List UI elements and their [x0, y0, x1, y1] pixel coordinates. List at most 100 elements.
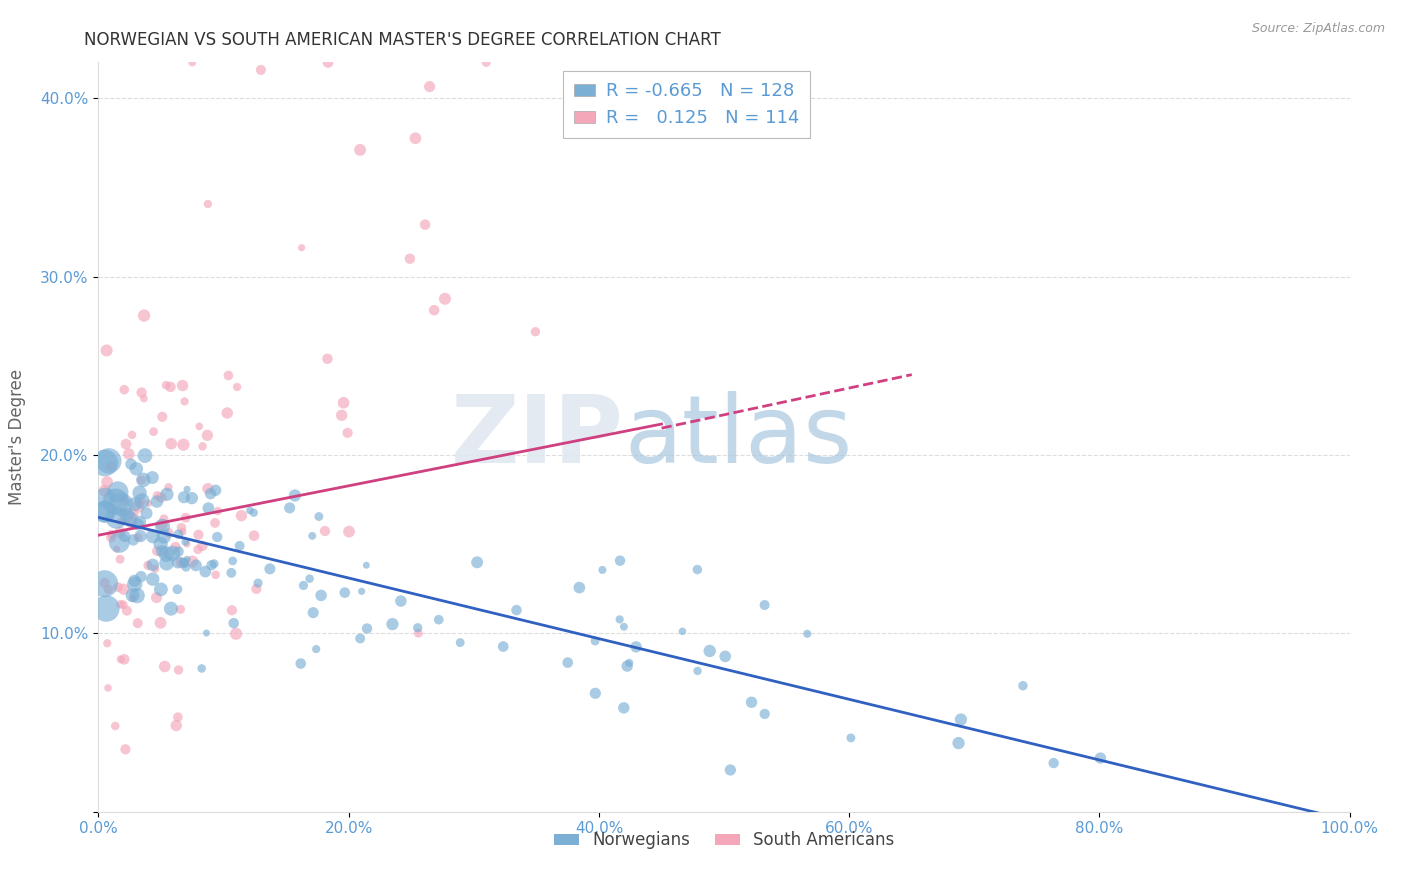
Point: [247, 576, 270, 591]
Point: [131, 473, 153, 487]
Point: [207, 504, 229, 518]
Point: [231, 508, 253, 523]
Point: [160, 601, 183, 615]
Point: [129, 515, 152, 529]
Point: [160, 436, 183, 450]
Point: [128, 500, 150, 514]
Point: [127, 531, 149, 545]
Point: [381, 617, 404, 632]
Point: [100, 501, 122, 516]
Point: [146, 544, 169, 558]
Point: [104, 494, 127, 508]
Point: [93, 505, 115, 519]
Text: NORWEGIAN VS SOUTH AMERICAN MASTER'S DEGREE CORRELATION CHART: NORWEGIAN VS SOUTH AMERICAN MASTER'S DEG…: [84, 31, 721, 49]
Text: ZIP: ZIP: [451, 391, 624, 483]
Point: [225, 626, 247, 640]
Point: [105, 542, 128, 557]
Point: [112, 383, 135, 397]
Point: [162, 546, 184, 560]
Point: [217, 368, 239, 383]
Point: [173, 556, 195, 570]
Point: [131, 494, 153, 508]
Point: [624, 640, 647, 654]
Point: [132, 473, 155, 487]
Point: [167, 710, 190, 724]
Point: [222, 616, 245, 631]
Point: [316, 351, 339, 366]
Point: [94, 491, 117, 505]
Point: [616, 659, 638, 673]
Point: [96, 636, 118, 650]
Point: [305, 642, 328, 657]
Point: [609, 612, 631, 626]
Point: [118, 447, 141, 461]
Point: [93, 504, 115, 518]
Point: [239, 503, 262, 517]
Point: [121, 508, 143, 522]
Point: [714, 649, 737, 664]
Point: [176, 552, 198, 566]
Point: [120, 516, 142, 530]
Point: [146, 494, 169, 508]
Point: [754, 706, 776, 721]
Point: [228, 539, 250, 553]
Point: [200, 558, 222, 573]
Point: [131, 494, 153, 508]
Point: [217, 406, 239, 420]
Point: [100, 530, 122, 544]
Point: [97, 582, 120, 597]
Point: [349, 143, 371, 157]
Point: [181, 555, 204, 569]
Point: [127, 589, 149, 603]
Point: [754, 598, 776, 612]
Point: [93, 576, 115, 591]
Point: [349, 632, 371, 646]
Point: [156, 487, 179, 501]
Point: [174, 560, 197, 574]
Point: [108, 552, 131, 566]
Point: [104, 719, 127, 733]
Point: [796, 627, 818, 641]
Point: [839, 731, 862, 745]
Point: [134, 449, 156, 463]
Point: [191, 439, 214, 453]
Point: [142, 572, 165, 586]
Point: [108, 524, 131, 539]
Point: [142, 425, 165, 439]
Point: [221, 566, 243, 580]
Point: [433, 292, 456, 306]
Point: [93, 576, 115, 591]
Point: [167, 555, 190, 569]
Point: [298, 572, 321, 586]
Point: [948, 736, 970, 750]
Point: [138, 496, 160, 510]
Point: [124, 497, 146, 511]
Point: [619, 656, 641, 670]
Point: [173, 556, 195, 570]
Point: [188, 419, 211, 434]
Point: [1090, 751, 1112, 765]
Point: [221, 603, 243, 617]
Point: [157, 480, 180, 494]
Point: [250, 62, 273, 77]
Point: [96, 475, 118, 489]
Point: [127, 616, 149, 631]
Point: [242, 506, 264, 520]
Point: [613, 620, 636, 634]
Point: [176, 483, 198, 497]
Y-axis label: Master's Degree: Master's Degree: [8, 369, 27, 505]
Point: [155, 547, 177, 561]
Text: atlas: atlas: [624, 391, 852, 483]
Point: [167, 544, 190, 558]
Point: [337, 524, 360, 539]
Point: [150, 491, 173, 505]
Point: [449, 635, 471, 649]
Point: [120, 457, 142, 471]
Point: [96, 601, 118, 615]
Point: [195, 626, 218, 640]
Point: [200, 486, 222, 500]
Point: [583, 634, 606, 648]
Point: [115, 437, 138, 451]
Point: [190, 661, 212, 675]
Point: [172, 378, 194, 392]
